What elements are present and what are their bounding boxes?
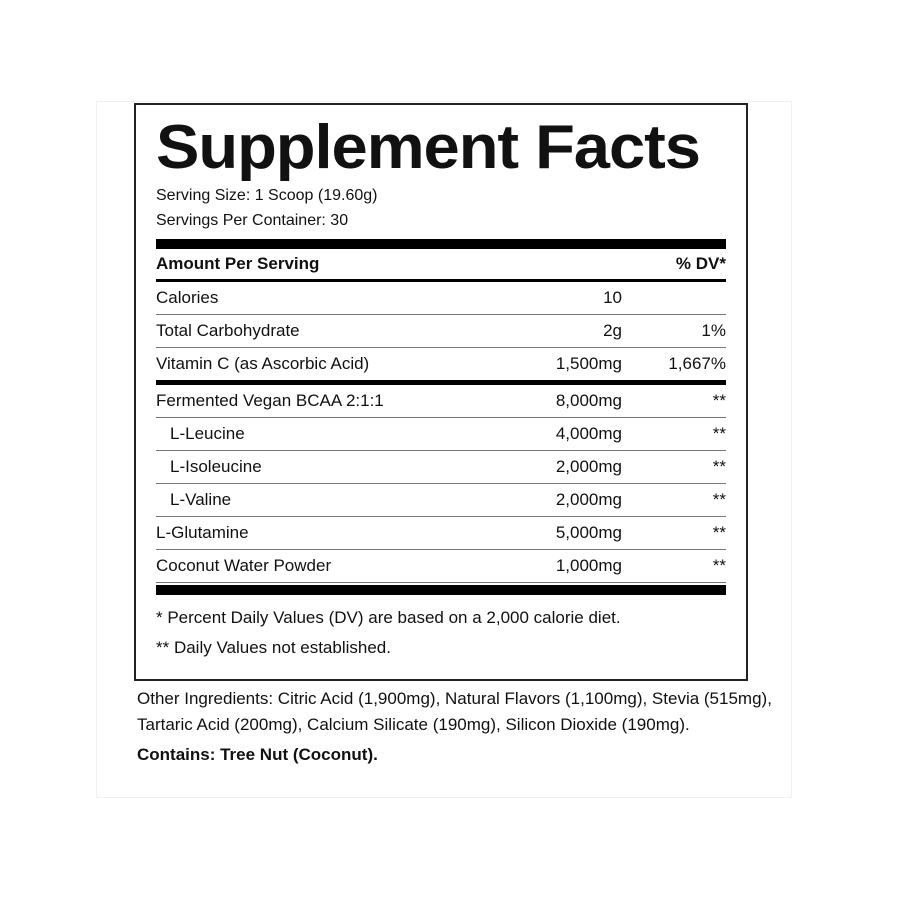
divider <box>156 239 726 249</box>
amount: 2g <box>603 321 622 340</box>
nutrient-name: L-Valine <box>170 490 232 509</box>
table-row: Fermented Vegan BCAA 2:1:1 8,000mg ** <box>156 385 726 418</box>
daily-value: ** <box>712 523 726 542</box>
footnote: ** Daily Values not established. <box>156 638 391 657</box>
amount: 1,000mg <box>555 556 622 575</box>
nutrient-name: Fermented Vegan BCAA 2:1:1 <box>156 391 384 410</box>
amount: 4,000mg <box>555 424 622 443</box>
daily-value: ** <box>712 424 726 443</box>
table-row: L-Valine 2,000mg ** <box>156 484 726 517</box>
serving-size: Serving Size: 1 Scoop (19.60g) <box>156 187 378 204</box>
other-ingredients: Other Ingredients: Citric Acid (1,900mg)… <box>137 689 772 734</box>
nutrient-name: Coconut Water Powder <box>156 556 332 575</box>
daily-value: ** <box>712 457 726 476</box>
amount: 2,000mg <box>555 490 622 509</box>
table-row: L-Leucine 4,000mg ** <box>156 418 726 451</box>
divider <box>156 585 726 595</box>
amount: 5,000mg <box>555 523 622 542</box>
label-card <box>96 101 792 798</box>
table-header: Amount Per Serving% DV* <box>156 249 726 282</box>
nutrient-name: Total Carbohydrate <box>156 321 300 340</box>
amount: 1,500mg <box>555 354 622 373</box>
nutrient-name: Vitamin C (as Ascorbic Acid) <box>156 354 370 373</box>
table-row: L-Glutamine 5,000mg ** <box>156 517 726 550</box>
table-row: Coconut Water Powder 1,000mg ** <box>156 550 726 583</box>
table-row: Vitamin C (as Ascorbic Acid) 1,500mg 1,667… <box>156 348 726 385</box>
daily-value: ** <box>712 490 726 509</box>
daily-value: ** <box>712 391 726 410</box>
footnote: * Percent Daily Values (DV) are based on… <box>156 608 621 627</box>
servings-per-container: Servings Per Container: 30 <box>156 212 349 229</box>
supplement-facts-panel: Supplement Facts Serving Size: 1 Scoop (… <box>134 103 748 681</box>
daily-value: 1,667% <box>668 354 726 373</box>
allergen-statement: Contains: Tree Nut (Coconut). <box>137 745 378 764</box>
title: Supplement Facts <box>156 113 701 182</box>
nutrient-name: L-Glutamine <box>156 523 249 542</box>
nutrient-name: L-Leucine <box>170 424 245 443</box>
nutrient-name: L-Isoleucine <box>170 457 262 476</box>
daily-value: ** <box>712 556 726 575</box>
table-row: L-Isoleucine 2,000mg ** <box>156 451 726 484</box>
amount: 10 <box>603 288 622 307</box>
nutrient-name: Calories <box>156 288 219 307</box>
table-row: Calories 10 <box>156 282 726 315</box>
table-row: Total Carbohydrate 2g 1% <box>156 315 726 348</box>
daily-value: 1% <box>701 321 726 340</box>
amount: 8,000mg <box>555 391 622 410</box>
amount: 2,000mg <box>555 457 622 476</box>
